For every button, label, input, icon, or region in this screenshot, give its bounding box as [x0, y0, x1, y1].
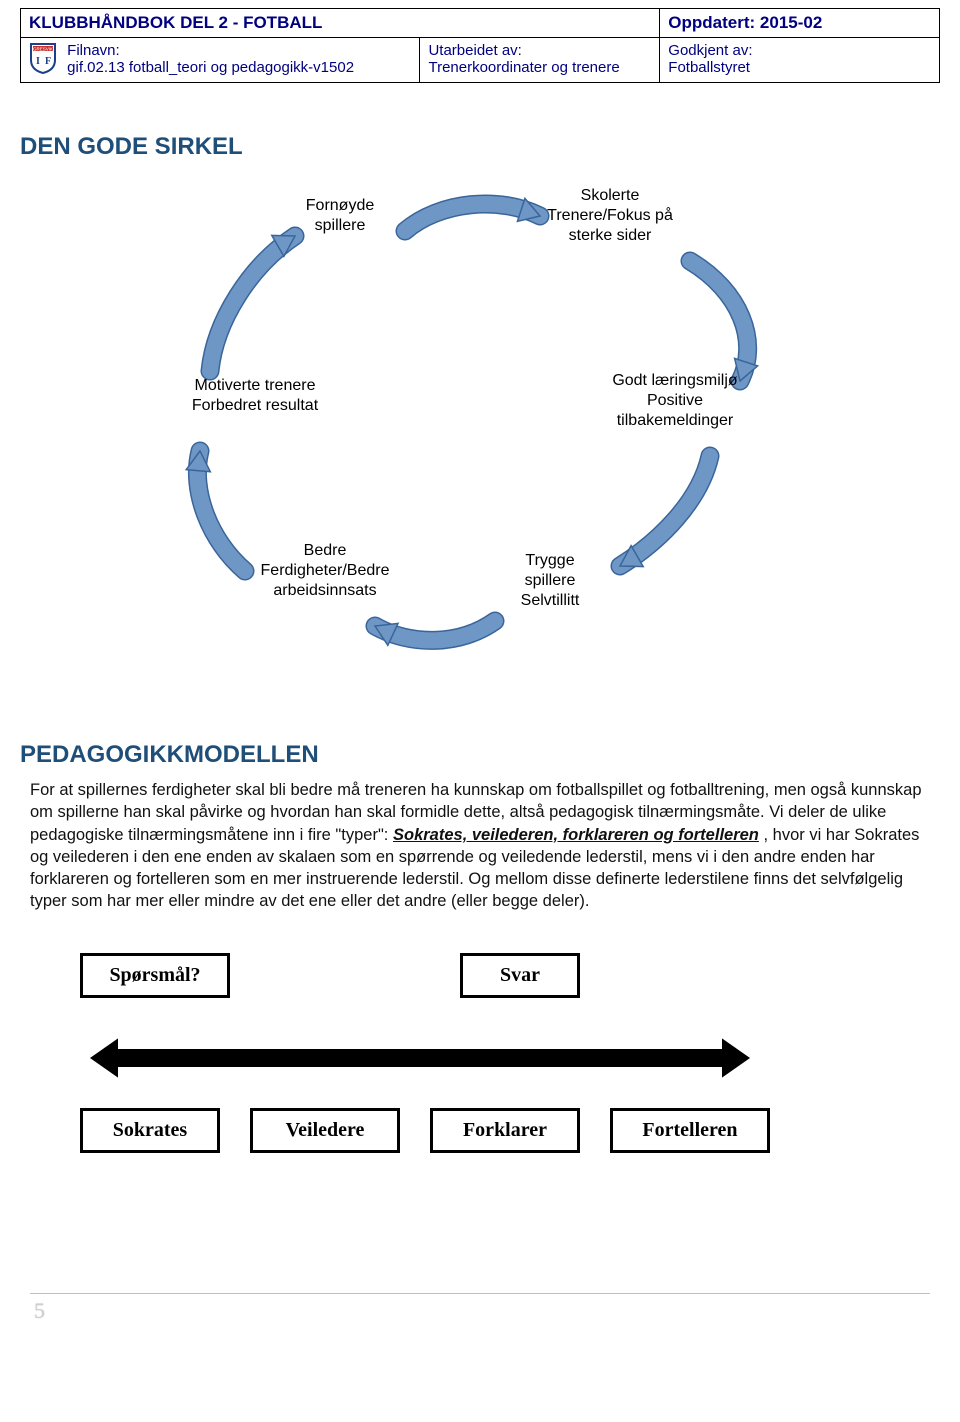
utarbeidet-label: Utarbeidet av:	[428, 42, 521, 59]
filnavn-cell: GRESVIK I F Filnavn: gif.02.13 fotball_t…	[21, 38, 420, 83]
circle-node-fornoyd: Fornøydespillere	[270, 196, 410, 236]
pedagogikk-text-italic: Sokrates, veilederen, forklareren og for…	[393, 826, 759, 844]
updated-value: 2015-02	[760, 13, 822, 32]
page-number: 5	[34, 1298, 45, 1323]
godkjent-label: Godkjent av:	[668, 42, 752, 59]
spectrum-box-top_left: Spørsmål?	[80, 953, 230, 998]
doc-title-cell: KLUBBHÅNDBOK DEL 2 - FOTBALL	[21, 9, 660, 38]
club-logo-icon: GRESVIK I F	[29, 42, 57, 78]
utarbeidet-value: Trenerkoordinater og trenere	[428, 59, 619, 76]
doc-title: KLUBBHÅNDBOK DEL 2 - FOTBALL	[29, 13, 322, 32]
section-title-sirkel: DEN GODE SIRKEL	[20, 133, 960, 161]
good-circle-diagram: Fornøydespillere SkolerteTrenere/Fokus på…	[100, 171, 860, 691]
spectrum-box-top_right: Svar	[460, 953, 580, 998]
svg-text:F: F	[45, 56, 51, 67]
spectrum-box-bottom-0: Sokrates	[80, 1108, 220, 1153]
spectrum-arrow-icon	[60, 1023, 760, 1093]
spectrum-box-bottom-1: Veiledere	[250, 1108, 400, 1153]
svg-text:I: I	[36, 56, 40, 67]
doc-updated-cell: Oppdatert: 2015-02	[660, 9, 940, 38]
circle-node-skolerte: SkolerteTrenere/Fokus påsterke sider	[510, 186, 710, 246]
circle-arrows-layer	[100, 171, 860, 691]
spectrum-box-bottom-2: Forklarer	[430, 1108, 580, 1153]
doc-header-table: KLUBBHÅNDBOK DEL 2 - FOTBALL Oppdatert: …	[20, 8, 940, 83]
circle-node-godt: Godt læringsmiljøPositivetilbakemeldinge…	[570, 371, 780, 431]
circle-node-motiv: Motiverte trenereForbedret resultat	[150, 376, 360, 416]
utarbeidet-cell: Utarbeidet av: Trenerkoordinater og tren…	[420, 38, 660, 83]
circle-node-bedre: BedreFerdigheter/Bedrearbeidsinnsats	[220, 541, 430, 601]
filnavn-value: gif.02.13 fotball_teori og pedagogikk-v1…	[67, 59, 354, 76]
updated-label: Oppdatert:	[668, 13, 755, 32]
spectrum-diagram: Spørsmål? Svar Sokrates Veiledere Forklarer F…	[60, 953, 780, 1173]
spectrum-box-bottom-3: Fortelleren	[610, 1108, 770, 1153]
filnavn-label: Filnavn	[67, 42, 115, 59]
godkjent-cell: Godkjent av: Fotballstyret	[660, 38, 940, 83]
svg-text:GRESVIK: GRESVIK	[33, 47, 53, 52]
godkjent-value: Fotballstyret	[668, 59, 750, 76]
section-title-pedagogikk: PEDAGOGIKKMODELLEN	[20, 741, 960, 769]
page-footer: 5	[30, 1293, 930, 1324]
circle-node-trygge: TryggespillereSelvtillitt	[480, 551, 620, 611]
pedagogikk-paragraph: For at spillernes ferdigheter skal bli b…	[30, 779, 930, 913]
